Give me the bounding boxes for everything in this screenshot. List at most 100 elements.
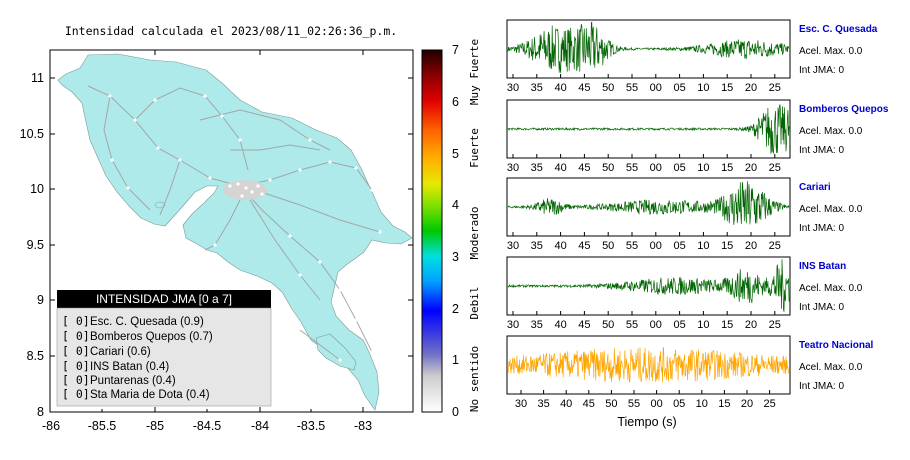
waveform-tick-label: 10 (697, 240, 709, 252)
waveform-tick-label: 20 (741, 398, 753, 410)
station-acel: Acel. Max. 0.0 (799, 204, 863, 215)
station-name: Cariari (799, 182, 831, 193)
waveform-tick-label: 05 (673, 82, 685, 94)
legend-item-label: Esc. C. Quesada (0.9) (90, 316, 204, 328)
waveform-tick-label: 20 (745, 319, 757, 331)
colorbar-tick: 5 (452, 147, 459, 161)
colorbar-category: Moderado (468, 207, 481, 260)
x-tick-label: -84.5 (193, 419, 222, 433)
waveform-tick-label: 45 (578, 162, 590, 174)
waveform-tick-label: 50 (602, 319, 614, 331)
waveform-tick-label: 15 (721, 162, 733, 174)
legend-item-label: Sta Maria de Dota (0.4) (90, 389, 210, 401)
waveform-line (507, 259, 790, 312)
waveform-tick-label: 30 (515, 398, 527, 410)
waveform-tick-label: 35 (531, 240, 543, 252)
waveform-panel: 30 35 40 45 50 55 00 05 10 15 20 25 Bomberos Quepos A… (506, 99, 889, 174)
waveform-tick-label: 35 (531, 162, 543, 174)
map-y-axis: 11 10.5 10 9.5 9 8.5 8 (20, 71, 413, 419)
map-panel: 11 10.5 10 9.5 9 8.5 8 -86 -85.5 -85 -84… (20, 49, 414, 433)
waveform-tick-label: 20 (745, 162, 757, 174)
legend-header (57, 290, 271, 308)
waveform-tick-label: 35 (537, 398, 549, 410)
waveform-tick-label: 10 (697, 319, 709, 331)
waveform-line (507, 181, 790, 225)
waveform-panel: 30 35 40 45 50 55 00 05 10 15 20 25 Cariari Acel. Max… (506, 177, 863, 252)
waveform-tick-label: 40 (560, 398, 572, 410)
waveform-tick-label: 45 (583, 398, 595, 410)
waveform-tick-label: 30 (507, 240, 519, 252)
x-tick-label: -84 (251, 419, 269, 433)
waveform-tick-label: 15 (721, 240, 733, 252)
x-tick-label: -85 (146, 419, 164, 433)
waveform-tick-label: 05 (673, 240, 685, 252)
station-acel: Acel. Max. 0.0 (799, 362, 863, 373)
intensity-legend: INTENSIDAD JMA [0 a 7] [ 0] Esc. C. Ques… (56, 290, 272, 407)
waveform-tick-label: 55 (626, 162, 638, 174)
waveform-tick-label: 30 (507, 82, 519, 94)
waveform-tick-label: 35 (531, 82, 543, 94)
waveform-tick-label: 00 (650, 398, 662, 410)
waveform-tick-label: 30 (507, 319, 519, 331)
station-acel: Acel. Max. 0.0 (799, 46, 863, 57)
legend-item-label: Cariari (0.6) (90, 346, 151, 358)
waveform-tick-label: 10 (697, 82, 709, 94)
waveform-tick-label: 30 (507, 162, 519, 174)
colorbar-tick: 1 (452, 353, 459, 367)
waveform-tick-label: 25 (763, 398, 775, 410)
waveform-tick-label: 40 (554, 319, 566, 331)
waveform-tick-label: 45 (578, 82, 590, 94)
waveform-panels: 30 35 40 45 50 55 00 05 10 15 20 25 Esc. C. Quesada A… (506, 19, 889, 410)
legend-item-bracket: [ 0] (62, 359, 90, 373)
waveform-panel: 30 35 40 45 50 55 00 05 10 15 20 25 Esc. C. Quesada A… (506, 19, 878, 94)
waveform-tick-label: 25 (769, 319, 781, 331)
waveform-tick-label: 40 (554, 240, 566, 252)
waveform-line (507, 347, 790, 383)
waveform-tick-label: 20 (745, 240, 757, 252)
traces-xlabel: Tiempo (s) (617, 415, 676, 429)
colorbar-category: Muy Fuerte (468, 39, 481, 105)
waveform-tick-label: 45 (578, 319, 590, 331)
waveform-tick-label: 05 (673, 398, 685, 410)
station-acel: Acel. Max. 0.0 (799, 283, 863, 294)
legend-item-label: INS Batan (0.4) (90, 361, 169, 373)
legend-item-bracket: [ 0] (62, 314, 90, 328)
x-tick-label: -85.5 (88, 419, 117, 433)
waveform-tick-label: 55 (628, 398, 640, 410)
waveform-tick-label: 55 (626, 319, 638, 331)
colorbar-tick: 6 (452, 95, 459, 109)
legend-item-bracket: [ 0] (62, 329, 90, 343)
waveform-tick-label: 00 (650, 319, 662, 331)
waveform-tick-label: 10 (697, 162, 709, 174)
station-name: Bomberos Quepos (799, 104, 889, 115)
waveform-panel: 30 35 40 45 50 55 00 05 10 15 20 25 Teatro Nacional A… (506, 335, 873, 410)
waveform-tick-label: 25 (769, 240, 781, 252)
colorbar-category: No sentido (468, 346, 481, 412)
waveform-tick-label: 25 (769, 82, 781, 94)
legend-item-bracket: [ 0] (62, 387, 90, 401)
x-tick-label: -83 (354, 419, 372, 433)
waveform-tick-label: 00 (650, 240, 662, 252)
x-tick-label: -86 (42, 419, 60, 433)
colorbar-tick: 2 (452, 302, 459, 316)
colorbar-category: Debil (468, 286, 481, 319)
waveform-tick-label: 50 (605, 398, 617, 410)
y-tick-label: 9 (37, 293, 44, 307)
waveform-tick-label: 50 (602, 162, 614, 174)
waveform-panel: 30 35 40 45 50 55 00 05 10 15 20 25 INS Batan Acel. M… (506, 256, 863, 331)
waveform-tick-label: 10 (696, 398, 708, 410)
waveform-tick-label: 05 (673, 162, 685, 174)
waveform-tick-label: 40 (554, 82, 566, 94)
legend-item-bracket: [ 0] (62, 344, 90, 358)
station-name: INS Batan (799, 261, 846, 272)
waveform-tick-label: 55 (626, 82, 638, 94)
y-tick-label: 9.5 (27, 238, 44, 252)
colorbar-tick: 7 (452, 43, 459, 57)
urban-area (223, 180, 267, 200)
colorbar-category: Fuerte (468, 128, 481, 168)
colorbar-tick: 3 (452, 250, 459, 264)
station-int: Int JMA: 0 (799, 381, 844, 392)
intensity-colorbar: 0 1 2 3 4 5 6 7 No sentido Debil Moderad… (421, 39, 481, 419)
waveform-line (507, 104, 790, 154)
